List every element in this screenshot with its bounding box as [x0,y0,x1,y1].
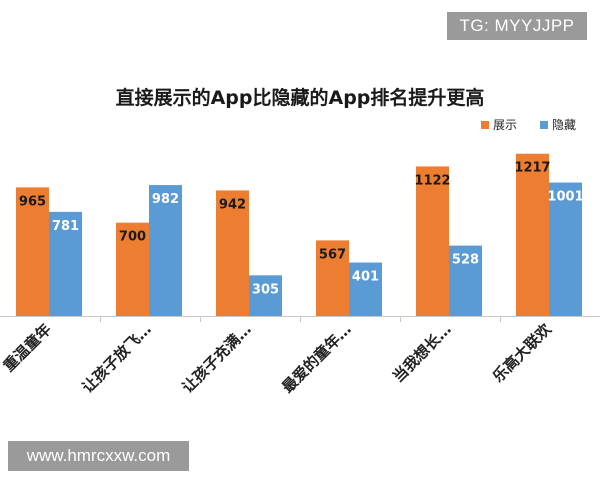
bar-value-label: 942 [219,197,246,212]
bar-hide [149,185,182,316]
bar-value-label: 401 [352,270,379,285]
bar-value-label: 305 [252,282,279,297]
watermark-bottom: www.hmrcxxw.com [8,441,189,471]
bar-show [516,153,549,316]
legend-label: 展示 [493,118,517,132]
x-tick-label: 乐高大联欢 [489,319,555,385]
legend-swatch [540,121,548,129]
bar-show [16,187,49,316]
bar-hide [549,182,582,316]
chart-title: 直接展示的App比隐藏的App排名提升更高 [115,87,485,109]
bar-value-label: 528 [452,253,479,268]
x-tick-label: 让孩子放飞… [78,320,154,396]
bar-value-label: 1217 [514,161,550,176]
bar-hide [349,262,382,316]
bar-value-label: 965 [19,194,46,209]
legend-swatch [481,121,489,129]
bar-show [216,190,249,316]
legend-label: 隐藏 [552,118,576,132]
bar-value-label: 1001 [547,190,583,205]
bar-show [416,166,449,316]
bar-hide [449,245,482,316]
bar-hide [49,211,82,316]
bar-show [316,240,349,316]
bar-value-label: 982 [152,192,179,207]
x-tick-label: 让孩子充满… [178,320,254,396]
x-tick-label: 当我想长… [389,320,455,386]
bar-show [116,222,149,316]
bar-value-label: 1122 [414,173,450,188]
bar-hide [249,275,282,316]
bar-value-label: 700 [119,230,146,245]
bar-value-label: 567 [319,247,346,262]
x-tick-label: 最爱的童年… [278,320,354,396]
x-tick-label: 重温童年 [0,320,55,375]
bar-value-label: 781 [52,219,79,234]
watermark-top: TG: MYYJJPP [447,12,587,40]
